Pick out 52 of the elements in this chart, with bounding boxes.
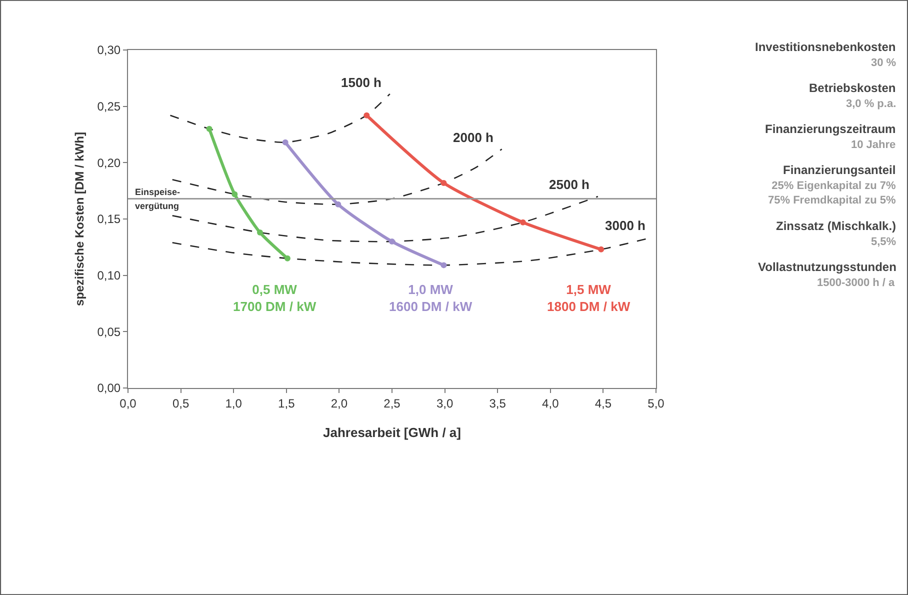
x-tick-label: 2,5 — [384, 396, 401, 410]
y-tick-label: 0,15 — [97, 212, 121, 226]
text: 1500-3000 h / a — [817, 277, 896, 289]
text: Betriebskosten — [809, 81, 896, 95]
series-label: 1500 h — [341, 75, 382, 90]
x-tick-label: 0,5 — [172, 396, 190, 410]
y-tick-label: 0,00 — [97, 381, 121, 396]
point — [389, 238, 395, 245]
y-tick-label: 0,25 — [97, 100, 121, 114]
y-tick-label: 0,20 — [97, 156, 121, 170]
text: 3,0 % p.a. — [846, 98, 896, 110]
x-tick-label: 1,0 — [225, 396, 242, 410]
point — [257, 230, 263, 236]
text: 5,5% — [871, 236, 896, 248]
series-label: 3000 h — [605, 218, 646, 233]
y-axis-title: spezifische Kosten [DM / kWh] — [72, 132, 87, 306]
x-tick-label: 0,0 — [120, 396, 137, 410]
x-tick-label: 5,0 — [648, 396, 665, 410]
point — [284, 255, 290, 262]
text: Zinssatz (Mischkalk.) — [776, 219, 896, 233]
text: Investitionsnebenkosten — [755, 40, 896, 54]
text: 10 Jahre — [851, 139, 896, 151]
text: Vollastnutzungsstunden — [758, 260, 896, 274]
x-tick-label: 1,5 — [278, 396, 296, 410]
x-tick-label: 4,0 — [542, 396, 560, 410]
y-tick-label: 0,10 — [97, 268, 121, 283]
text: 25% Eigenkapital zu 7% 75% Fremdkapital zu 5% — [768, 180, 896, 206]
point — [232, 191, 238, 198]
y-tick-label: 0,05 — [97, 324, 121, 339]
point — [335, 201, 342, 208]
text: 30 % — [871, 57, 896, 69]
x-tick-label: 3,5 — [489, 396, 506, 410]
point — [282, 139, 288, 146]
point — [520, 219, 526, 226]
text: 0,5 MW 1700 DM / kW — [233, 282, 317, 314]
series-label: 2000 h — [453, 130, 494, 145]
point — [206, 126, 212, 132]
text: Finanzierungsanteil — [783, 163, 896, 177]
point — [440, 262, 447, 268]
point — [598, 246, 604, 252]
point — [440, 180, 447, 186]
point — [364, 112, 370, 118]
x-axis-title: Jahresarbeit [GWh / a] — [323, 425, 461, 440]
series-label: 2500 h — [549, 177, 590, 192]
x-tick-label: 4,5 — [594, 396, 612, 410]
x-tick-label: 2,0 — [330, 396, 348, 410]
x-tick-label: 3,0 — [436, 396, 454, 410]
text: Finanzierungszeitraum — [765, 122, 896, 136]
ref-line-label: Einspeise- vergütung — [135, 187, 180, 211]
text: 1,0 MW 1600 DM / kW — [389, 282, 473, 314]
text: 1,5 MW 1800 DM / kW — [547, 282, 631, 314]
y-tick-label: 0,30 — [97, 43, 121, 58]
